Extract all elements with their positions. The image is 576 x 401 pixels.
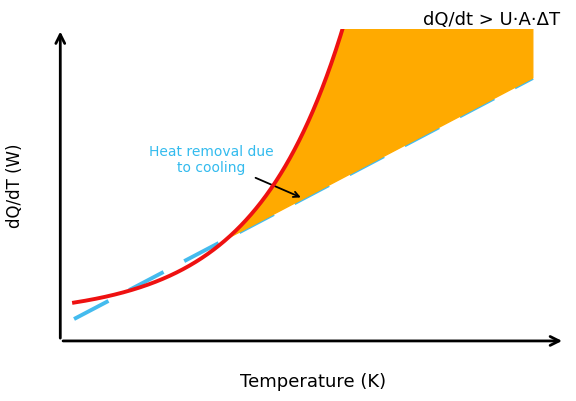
Text: Temperature (K): Temperature (K) — [240, 372, 386, 390]
Text: dQ/dt > U·A·ΔT: dQ/dt > U·A·ΔT — [423, 11, 560, 29]
Text: Heat generation due to
exothermic process: Heat generation due to exothermic proces… — [0, 400, 1, 401]
Text: Heat removal due
to cooling: Heat removal due to cooling — [149, 144, 299, 197]
Text: dQ/dT (W): dQ/dT (W) — [6, 143, 24, 227]
